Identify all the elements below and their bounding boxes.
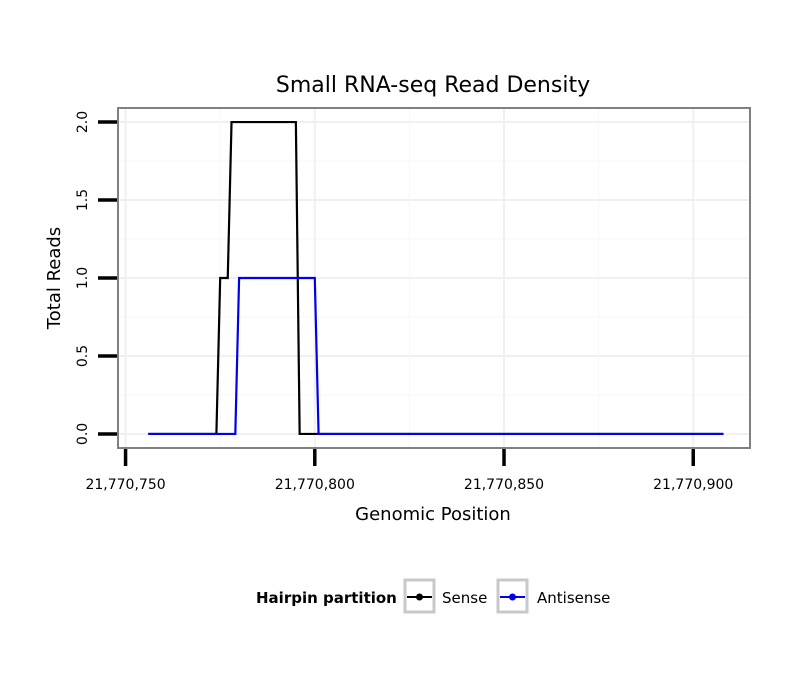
- y-axis: 0.0 0.5 1.0 1.5 2.0: [75, 111, 117, 445]
- legend-marker-antisense: [509, 593, 516, 601]
- x-tick-label: 21,770,850: [464, 477, 544, 493]
- series-line-sense: [148, 120, 724, 436]
- plot-frame: [117, 107, 751, 449]
- legend-item-antisense: Antisense: [496, 578, 610, 614]
- x-axis: 21,770,750 21,770,800 21,770,850 21,770,900: [85, 449, 733, 493]
- y-tick-label: 0.5: [75, 345, 91, 367]
- legend-label-antisense: Antisense: [537, 589, 610, 607]
- y-tick-label: 0.0: [75, 423, 91, 445]
- series-line-antisense: [148, 276, 724, 436]
- legend: Hairpin partition Sense Antisense: [256, 578, 610, 614]
- legend-marker-sense: [416, 593, 423, 601]
- y-tick-label: 1.5: [75, 189, 91, 211]
- legend-label-sense: Sense: [442, 589, 487, 607]
- y-tick-label: 2.0: [75, 111, 91, 133]
- legend-item-sense: Sense: [403, 578, 487, 614]
- x-tick-label: 21,770,750: [85, 477, 165, 493]
- y-axis-label: Total Reads: [44, 227, 65, 330]
- data-series: [148, 120, 724, 436]
- x-tick-label: 21,770,800: [275, 477, 355, 493]
- legend-title: Hairpin partition: [256, 589, 397, 607]
- x-axis-label: Genomic Position: [355, 504, 511, 525]
- y-tick-label: 1.0: [75, 267, 91, 289]
- x-tick-label: 21,770,900: [653, 477, 733, 493]
- chart-title: Small RNA-seq Read Density: [276, 73, 590, 98]
